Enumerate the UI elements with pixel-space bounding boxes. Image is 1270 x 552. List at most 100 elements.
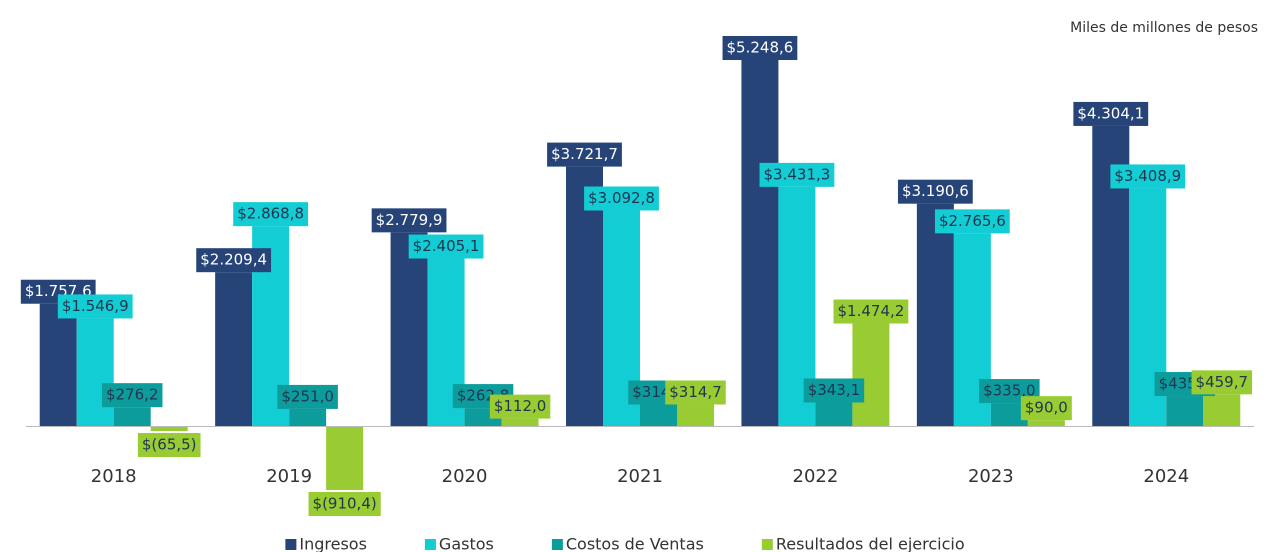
value-label-box xyxy=(196,248,272,273)
value-label: $(65,5) xyxy=(137,433,201,458)
bar xyxy=(741,60,779,427)
x-tick-label: 2024 xyxy=(1143,466,1189,487)
value-label-box xyxy=(1020,396,1072,421)
value-label-box xyxy=(137,433,201,458)
value-label: $(910,4) xyxy=(308,492,381,516)
bar xyxy=(289,408,327,427)
value-label-box xyxy=(759,162,835,187)
value-label-text: $343,1 xyxy=(808,381,861,399)
bar xyxy=(916,203,954,427)
value-label-text: $2.779,9 xyxy=(376,211,443,229)
value-label-text: $(910,4) xyxy=(313,495,377,513)
value-label: $276,2 xyxy=(101,383,163,408)
value-label-text: $3.721,7 xyxy=(551,145,618,163)
bar xyxy=(39,303,77,427)
x-tick-label: 2020 xyxy=(442,466,488,487)
value-label-box xyxy=(489,394,551,419)
bar xyxy=(815,402,853,427)
value-label: $3.092,8 xyxy=(584,186,659,211)
value-label: $3.431,3 xyxy=(759,162,835,187)
value-label-text: $(65,5) xyxy=(142,436,197,454)
bar xyxy=(1027,420,1065,427)
x-tick-label: 2019 xyxy=(266,466,312,487)
value-label: $459,7 xyxy=(1191,370,1253,395)
value-label: $3.408,9 xyxy=(1110,164,1186,189)
value-label: $5.248,6 xyxy=(722,36,798,60)
bar xyxy=(113,407,151,427)
legend-label: Costos de Ventas xyxy=(566,535,704,552)
value-label-text: $2.209,4 xyxy=(200,251,267,269)
value-label-text: $90,0 xyxy=(1025,399,1068,417)
value-label-text: $3.431,3 xyxy=(764,165,831,183)
bar xyxy=(76,318,114,427)
value-label: $112,0 xyxy=(489,394,551,419)
bar xyxy=(640,404,677,427)
legend-label: Gastos xyxy=(439,535,494,552)
value-label: $4.304,1 xyxy=(1073,101,1149,126)
value-label-box xyxy=(722,36,798,60)
bar xyxy=(852,323,890,427)
legend-label: Ingresos xyxy=(299,535,367,552)
value-label-box xyxy=(408,234,484,259)
value-label-box xyxy=(277,384,338,409)
value-label-text: $4.304,1 xyxy=(1077,104,1144,122)
bar xyxy=(1203,394,1241,427)
bar xyxy=(990,403,1028,427)
value-label-box xyxy=(897,179,973,204)
value-label-box xyxy=(584,186,659,211)
value-label-text: $1.546,9 xyxy=(62,297,129,315)
value-label-text: $314,7 xyxy=(669,383,722,401)
bar xyxy=(501,418,539,427)
value-label: $2.765,6 xyxy=(934,209,1010,234)
value-label-text: $3.190,6 xyxy=(902,182,969,200)
legend-swatch xyxy=(424,539,436,550)
bar xyxy=(677,404,714,427)
value-label-box xyxy=(665,380,726,405)
legend: Ingresos Gastos Costos de Ventas Resultados… xyxy=(285,535,965,552)
x-tick-label: 2023 xyxy=(968,466,1014,487)
chart-subtitle: Miles de millones de pesos xyxy=(1070,20,1258,36)
value-label-text: $3.092,8 xyxy=(588,189,655,207)
value-label-box xyxy=(57,294,133,319)
bar xyxy=(1166,396,1204,427)
legend-swatch xyxy=(761,539,773,550)
value-label: $314,7 xyxy=(665,380,726,405)
legend-label: Resultados del ejercicio xyxy=(776,535,965,552)
value-label-text: $459,7 xyxy=(1196,373,1249,391)
value-label-text: $276,2 xyxy=(106,386,159,404)
value-label-text: $1.474,2 xyxy=(838,302,905,320)
value-label-text: $2.868,8 xyxy=(237,205,304,223)
value-label-box xyxy=(1110,164,1186,189)
bar xyxy=(326,426,364,490)
x-tick-label: 2022 xyxy=(793,466,839,487)
value-label: $2.779,9 xyxy=(371,208,447,233)
value-label-box xyxy=(101,383,163,408)
value-label-box xyxy=(934,209,1010,234)
value-label-box xyxy=(371,208,447,233)
value-label-text: $3.408,9 xyxy=(1114,167,1181,185)
value-label-text: $335,0 xyxy=(983,382,1036,400)
value-label-box xyxy=(1191,370,1253,395)
value-label-box xyxy=(547,142,622,167)
value-label-text: $2.765,6 xyxy=(939,212,1006,230)
value-label-box xyxy=(833,299,909,324)
bar xyxy=(215,272,253,427)
value-label: $2.868,8 xyxy=(233,202,309,227)
value-label-box xyxy=(233,202,309,227)
value-label: $2.405,1 xyxy=(408,234,484,259)
value-label-box xyxy=(1073,101,1149,126)
bar xyxy=(390,232,428,427)
legend-swatch xyxy=(551,539,563,550)
value-label-text: $2.405,1 xyxy=(413,237,480,255)
value-label: $3.190,6 xyxy=(897,179,973,204)
value-label-text: $5.248,6 xyxy=(727,39,794,57)
bar xyxy=(150,426,188,432)
value-label: $90,0 xyxy=(1020,396,1072,421)
value-label-box xyxy=(308,492,381,516)
x-tick-label: 2021 xyxy=(617,466,663,487)
value-label: $2.209,4 xyxy=(196,248,272,273)
x-tick-label: 2018 xyxy=(91,466,137,487)
value-label: $251,0 xyxy=(277,384,338,409)
value-label-text: $112,0 xyxy=(494,397,547,415)
